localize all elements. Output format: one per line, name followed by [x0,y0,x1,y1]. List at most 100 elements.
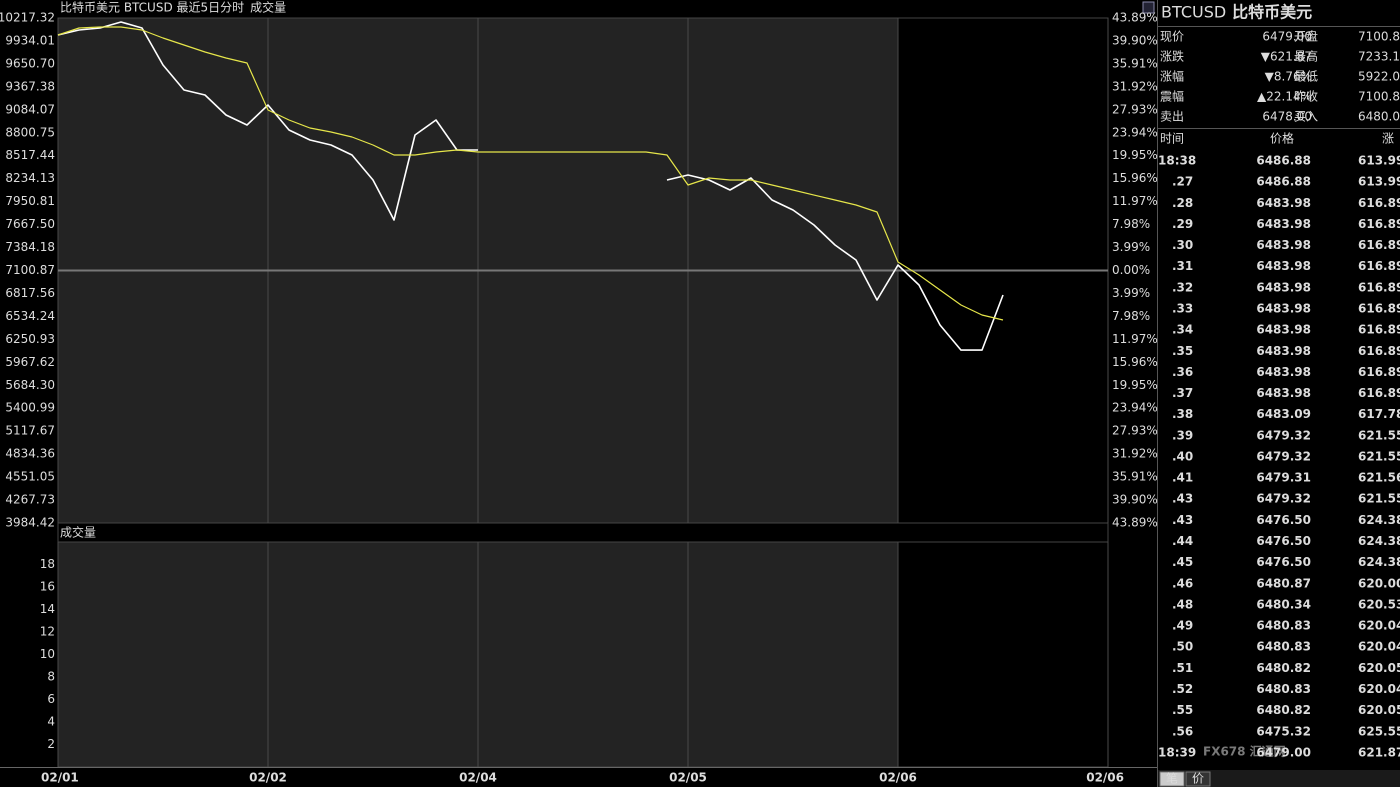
trade-time: .55 [1172,703,1193,717]
y-tick-label: 8234.13 [5,171,55,185]
trade-price: 6480.83 [1256,619,1311,633]
trade-price: 6479.32 [1256,492,1311,506]
trade-time: .52 [1172,682,1193,696]
trade-change: 616.89 [1358,365,1400,379]
trade-time: 18:39 [1158,745,1196,759]
quote-label: 涨幅 [1160,69,1184,84]
quote-value: ▼621.87 [1261,50,1312,64]
quote-value: ▼8.76% [1265,70,1312,84]
trade-price: 6483.98 [1256,344,1311,358]
trade-change: 621.87 [1358,745,1400,759]
trade-price: 6480.83 [1256,640,1311,654]
trade-time: .49 [1172,619,1193,633]
volume-title: 成交量 [60,525,96,540]
trade-time: .46 [1172,576,1193,590]
trade-time: .43 [1172,513,1193,527]
trade-change: 621.55 [1358,449,1400,463]
trade-time: 18:38 [1158,154,1196,168]
y2-tick-label: 27.93% [1112,102,1158,116]
y2-tick-label: 7.98% [1112,309,1150,323]
plot-background [898,542,1108,767]
tab-label[interactable]: 笔 [1166,771,1178,786]
trade-time: .41 [1172,471,1193,485]
trade-change: 616.89 [1358,301,1400,315]
trade-change: 616.89 [1358,259,1400,273]
x-tick-label: 02/01 [41,771,79,785]
trade-change: 616.89 [1358,344,1400,358]
trade-time: .40 [1172,449,1193,463]
trade-change: 624.38 [1358,513,1400,527]
y2-tick-label: 27.93% [1112,424,1158,438]
quote-label: 最低 [1294,70,1318,84]
panel-icon[interactable] [1142,1,1155,14]
trade-price: 6475.32 [1256,724,1311,738]
y2-tick-label: 31.92% [1112,447,1158,461]
trade-time: .28 [1172,196,1193,210]
y-tick-label: 3984.42 [5,516,55,530]
quote-label: 昨收 [1294,90,1318,104]
tab-strip [1158,770,1400,787]
indicator-label: 成交量 [250,0,286,15]
y2-tick-label: 23.94% [1112,401,1158,415]
tab[interactable] [1185,771,1211,787]
trade-time: .51 [1172,661,1193,675]
trade-change: 620.04 [1358,682,1400,696]
y-tick-label: 7950.81 [5,194,55,208]
y-tick-label: 5967.62 [5,355,55,369]
trade-change: 620.53 [1358,597,1400,611]
y-tick-label: 7384.18 [5,240,55,254]
symbol: BTCUSD [1161,3,1226,22]
y2-tick-label: 15.96% [1112,171,1158,185]
trade-change: 621.55 [1358,492,1400,506]
y2-tick-label: 15.96% [1112,355,1158,369]
trade-time: .30 [1172,238,1193,252]
x-tick-label: 02/04 [459,771,497,785]
y2-tick-label: 43.89% [1112,516,1158,530]
trade-time: .35 [1172,344,1193,358]
quote-label: 涨跌 [1160,49,1184,64]
y2-tick-label: 0.00% [1112,263,1150,277]
trade-change: 620.00 [1358,576,1400,590]
y-tick-label: 4834.36 [5,447,55,461]
y-tick-label: 14 [40,602,55,616]
trade-time: .50 [1172,640,1193,654]
y-tick-label: 9934.01 [5,33,55,47]
trade-change: 621.55 [1358,428,1400,442]
title-bar [57,522,1109,543]
table-header: 时间 [1160,132,1184,146]
trade-change: 621.56 [1358,471,1400,485]
quote-value: 6480.0 [1358,110,1400,124]
y-tick-label: 4551.05 [5,470,55,484]
y-tick-label: 9084.07 [5,102,55,116]
y-tick-label: 9650.70 [5,56,55,70]
trade-change: 620.05 [1358,661,1400,675]
y-tick-label: 12 [40,625,55,639]
watermark: FX678 汇通网 [1203,744,1286,759]
trade-change: 616.89 [1358,238,1400,252]
y2-tick-label: 11.97% [1112,332,1158,346]
y-tick-label: 7667.50 [5,217,55,231]
trade-price: 6480.34 [1256,597,1311,611]
trade-price: 6480.82 [1256,661,1311,675]
quote-label: 最高 [1294,49,1318,64]
trade-price: 6483.98 [1256,196,1311,210]
y-tick-label: 6817.56 [5,286,55,300]
y-tick-label: 8800.75 [5,125,55,139]
quote-value: 5922.0 [1358,70,1400,84]
trade-change: 624.38 [1358,555,1400,569]
trade-price: 6480.83 [1256,682,1311,696]
quote-label: 买入 [1294,110,1318,124]
trade-time: .29 [1172,217,1193,231]
y-tick-label: 5400.99 [5,401,55,415]
y2-tick-label: 35.91% [1112,470,1158,484]
trade-change: 613.99 [1358,175,1400,189]
quote-value: 7100.8 [1358,90,1400,104]
y2-tick-label: 43.89% [1112,11,1158,25]
tab[interactable] [1159,771,1185,787]
quote-label: 卖出 [1160,110,1184,124]
tab-label[interactable]: 价 [1192,772,1204,786]
x-tick-label: 02/05 [669,771,707,785]
y-tick-label: 5117.67 [5,424,55,438]
y-tick-label: 8517.44 [5,148,55,162]
trade-price: 6483.98 [1256,323,1311,337]
